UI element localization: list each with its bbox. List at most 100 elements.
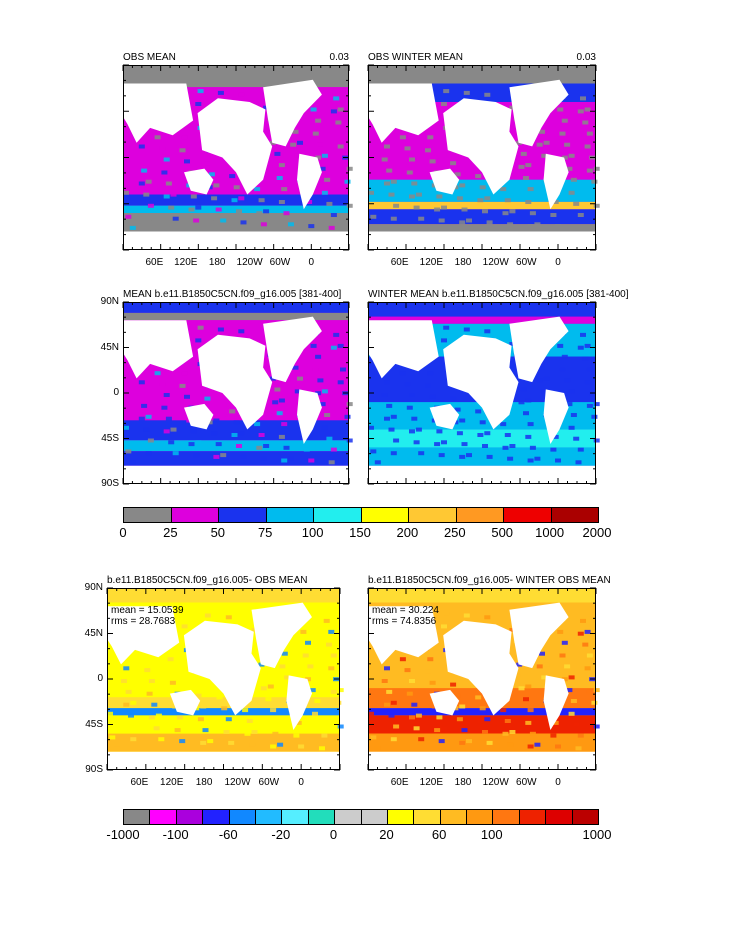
panel-value: 0.03 [576,52,596,63]
colorbar-swatch [150,810,177,824]
data-cell [399,657,406,662]
landmass [107,606,180,665]
data-cell [459,418,466,423]
data-cell [184,394,190,399]
data-cell [308,224,315,229]
data-cell [479,706,486,711]
data-cell [427,371,434,376]
data-cell [279,664,286,669]
data-cell [328,629,335,634]
colorbar-swatch [203,810,230,824]
data-cell [213,454,220,459]
data-cell [204,396,211,401]
data-cell [384,416,390,421]
data-cell [310,343,317,348]
data-cell [305,640,311,645]
data-cell [193,453,200,458]
data-cell [167,657,174,662]
data-cell [297,140,303,145]
colorbar-swatch [551,508,598,522]
data-cell [500,422,507,427]
data-cell [390,414,397,419]
data-cell [520,151,527,156]
data-cell [527,187,534,192]
data-cell [211,196,218,201]
data-cell [390,216,397,221]
colorbar-label: 50 [210,525,226,540]
data-cell [518,686,525,691]
data-cell [246,719,253,723]
data-cell [406,170,413,175]
data-cell [584,144,591,149]
data-cell [330,345,337,350]
data-cell [321,389,328,394]
data-cell [575,746,582,751]
data-cell [303,213,310,217]
data-cell [386,403,393,408]
ocean-band [368,708,596,716]
data-cell [441,338,447,343]
data-cell [577,109,584,114]
colorbar-label: 20 [379,827,394,842]
data-cell [315,155,322,160]
map-panel [367,64,600,251]
data-cell [323,618,330,623]
data-cell [321,425,328,430]
data-cell [525,163,532,168]
colorbar-label: -20 [271,827,291,842]
data-cell [584,380,591,385]
data-cell [559,131,566,136]
data-cell [525,720,532,725]
data-cell [561,118,568,123]
data-cell [450,682,457,687]
landmass [368,606,439,665]
data-cell [312,711,318,716]
ocean-band [368,588,596,603]
data-cell [281,458,288,463]
colorbar-swatch [361,810,388,824]
data-cell [202,728,209,733]
data-cell [550,733,557,738]
data-cell [459,454,466,459]
colorbar-swatch [282,810,309,824]
data-cell [593,203,600,208]
data-cell [582,356,589,361]
data-cell [211,431,218,436]
data-cell [543,662,550,667]
data-cell [593,166,600,171]
data-cell [333,332,340,337]
data-cell [463,327,470,332]
landmass [169,689,201,716]
data-cell [577,345,584,350]
data-cell [568,389,575,394]
data-cell [181,624,188,629]
data-cell [381,157,388,162]
data-cell [586,168,593,173]
landmass [297,389,322,444]
data-cell [236,209,242,214]
landmass [286,675,312,730]
data-cell [207,739,214,744]
data-cell [429,159,436,164]
data-cell [123,425,129,430]
data-cell [577,631,584,636]
data-cell [315,118,322,123]
data-cell [302,653,309,658]
lat-label: 45N [84,627,103,639]
data-cell [586,653,593,658]
data-cell [568,190,575,195]
ocean-band [368,201,596,210]
data-cell [520,673,527,678]
colorbar-bottom [123,809,599,825]
data-cell [283,445,290,450]
lon-label: 180 [195,777,213,788]
data-cell [406,691,413,696]
data-cell [374,746,381,751]
lat-label: 0 [113,387,119,398]
ocean-band [123,420,349,441]
data-cell [484,329,491,334]
ocean-band [368,224,596,232]
data-cell [195,205,202,210]
data-cell [575,225,582,230]
data-cell [404,382,411,387]
